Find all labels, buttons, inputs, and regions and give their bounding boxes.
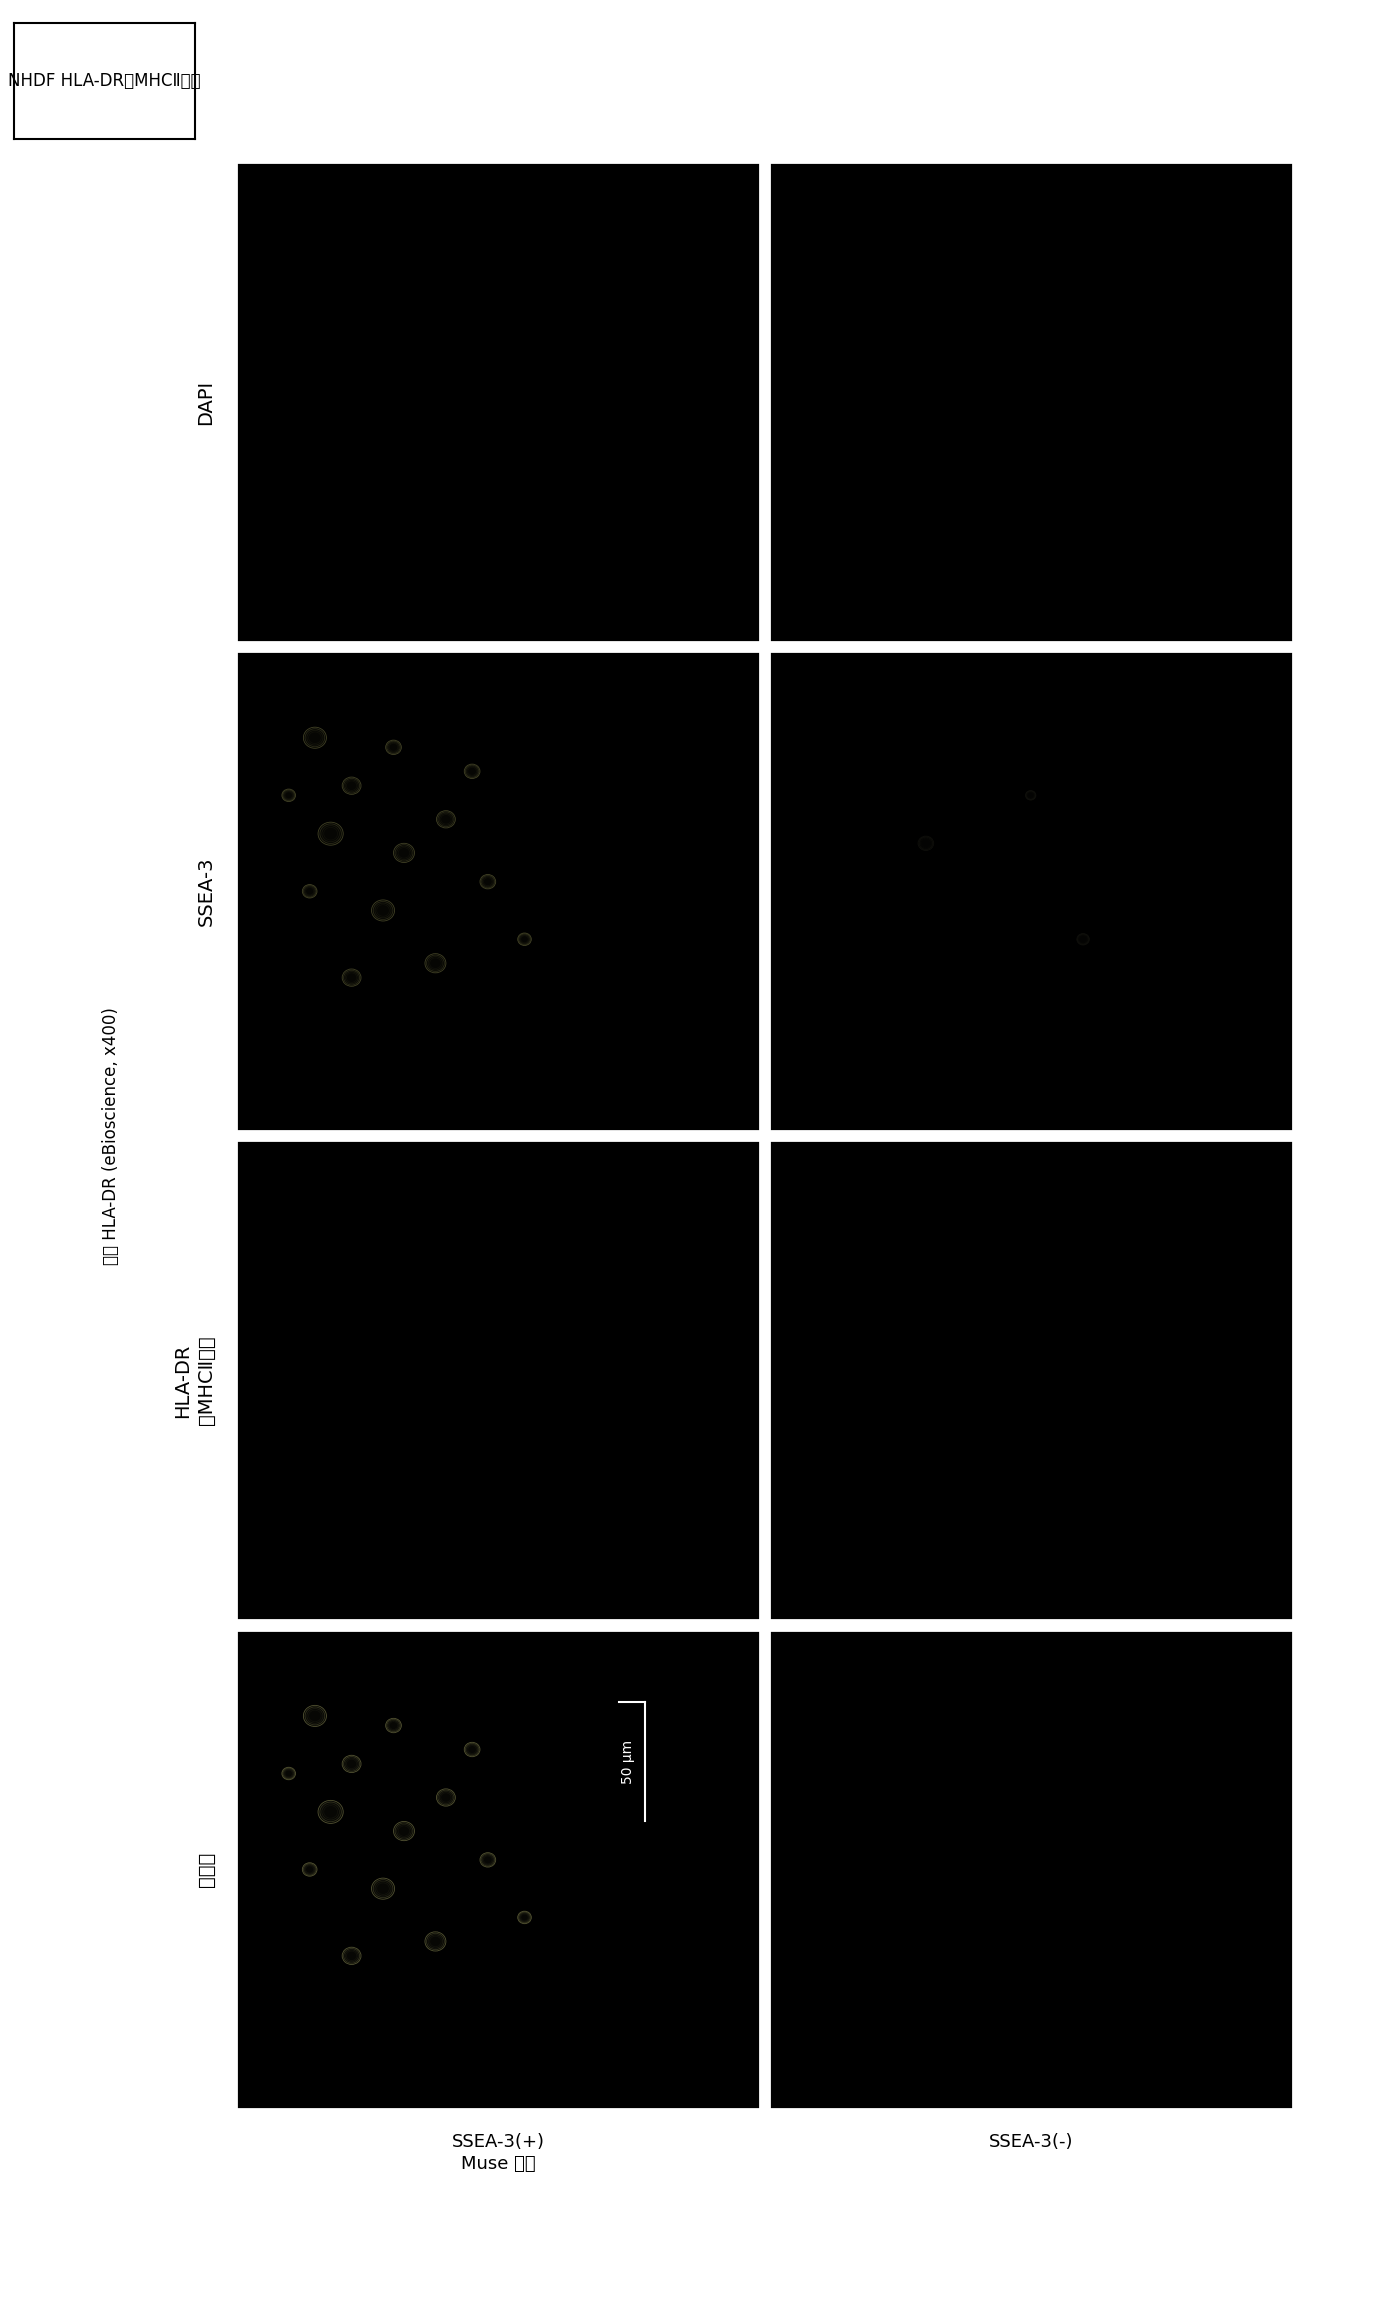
Text: DAPI: DAPI bbox=[196, 380, 215, 424]
Text: 50 μm: 50 μm bbox=[620, 1738, 635, 1783]
Text: HLA-DR
（MHCⅡ类）: HLA-DR （MHCⅡ类） bbox=[172, 1335, 215, 1426]
Text: NHDF HLA-DR（MHCⅡ类）: NHDF HLA-DR（MHCⅡ类） bbox=[8, 72, 200, 90]
Text: 合并的: 合并的 bbox=[196, 1852, 215, 1887]
Text: 抗人 HLA-DR (eBioscience, x400): 抗人 HLA-DR (eBioscience, x400) bbox=[103, 1006, 120, 1266]
Text: SSEA-3: SSEA-3 bbox=[196, 858, 215, 925]
Text: SSEA-3(-): SSEA-3(-) bbox=[988, 2133, 1073, 2151]
Text: SSEA-3(+)
Muse 细胞: SSEA-3(+) Muse 细胞 bbox=[452, 2133, 545, 2172]
